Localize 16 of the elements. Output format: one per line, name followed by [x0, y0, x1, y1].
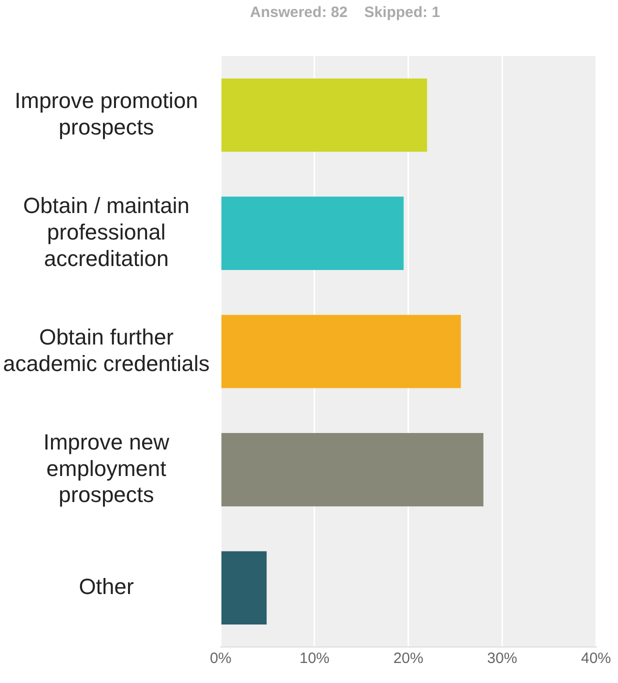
text: Answered: 82 Skipped: 1	[249, 3, 442, 23]
x-tick-label: 0%	[210, 650, 232, 668]
x-tick-label: 30%	[487, 650, 518, 668]
bar	[221, 196, 404, 270]
y-tick-label: Obtain / maintain professional accreditation	[23, 192, 190, 271]
y-tick-label: Improve promotion prospects	[14, 88, 198, 140]
bar	[221, 433, 484, 506]
x-tick-label: 20%	[393, 650, 424, 668]
bar	[221, 551, 267, 625]
x-tick-label: 10%	[299, 650, 330, 668]
y-tick-label: Improve new employment prospects	[43, 429, 170, 508]
y-tick-label: Obtain further academic credentials	[2, 324, 210, 376]
x-tick-label: 40%	[580, 650, 612, 668]
bar	[221, 314, 461, 388]
bar	[221, 78, 428, 152]
y-tick-label: Other	[78, 574, 134, 599]
